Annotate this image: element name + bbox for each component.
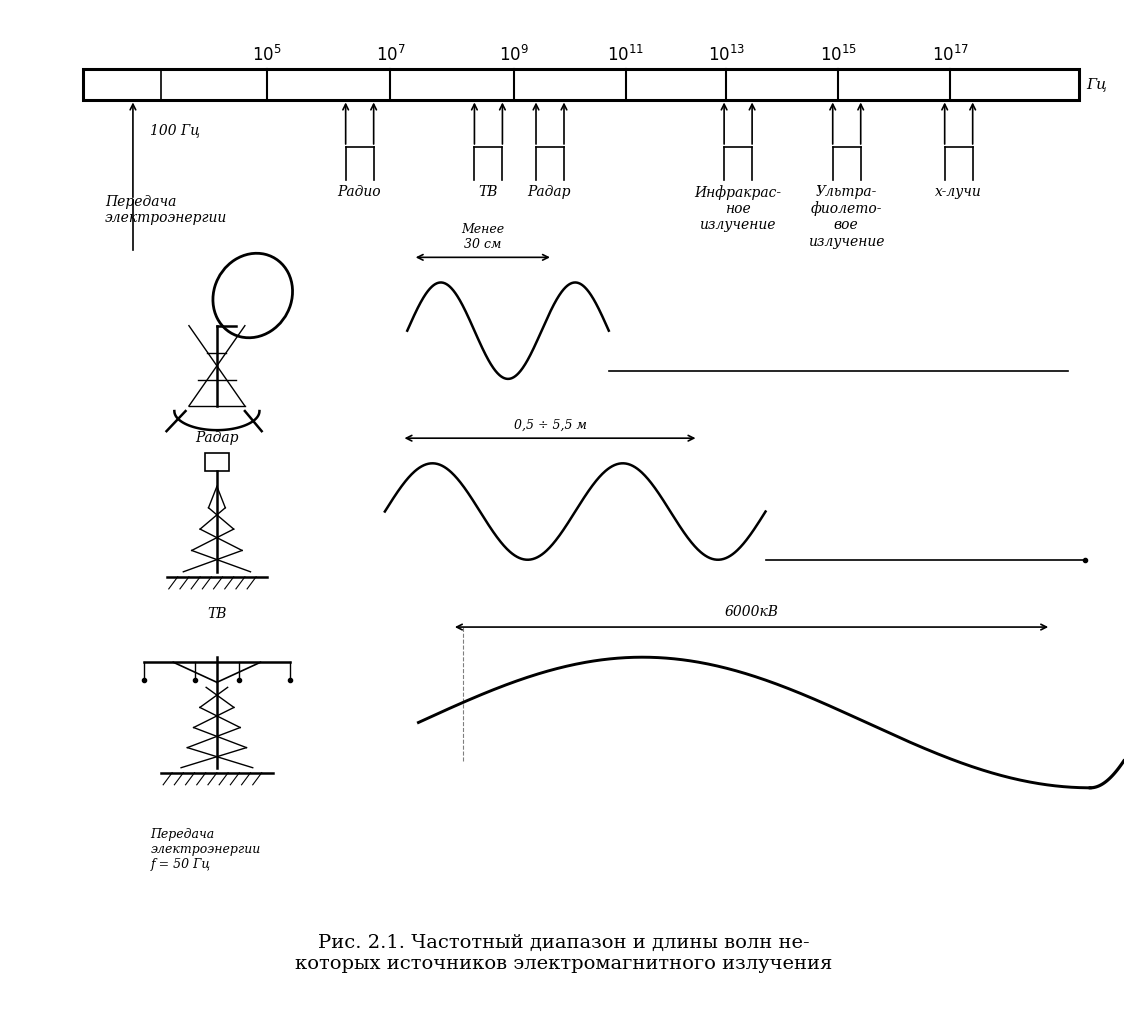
Text: Радар: Радар xyxy=(195,432,239,445)
Text: Гц: Гц xyxy=(1086,78,1107,91)
Text: Радио: Радио xyxy=(337,185,381,199)
Text: Ультра-
фиолето-
вое
излучение: Ультра- фиолето- вое излучение xyxy=(808,185,884,248)
Text: 6000кВ: 6000кВ xyxy=(724,605,778,619)
Text: $10^{15}$: $10^{15}$ xyxy=(820,46,857,66)
Text: $10^{5}$: $10^{5}$ xyxy=(253,46,282,66)
Text: $10^{13}$: $10^{13}$ xyxy=(707,46,744,66)
Bar xyxy=(204,453,229,471)
Text: $10^{7}$: $10^{7}$ xyxy=(376,46,405,66)
Text: 100 Гц: 100 Гц xyxy=(150,123,200,137)
Text: Рис. 2.1. Частотный диапазон и длины волн не-
которых источников электромагнитно: Рис. 2.1. Частотный диапазон и длины вол… xyxy=(296,934,832,972)
Text: Инфракрас-
ное
излучение: Инфракрас- ное излучение xyxy=(694,185,781,232)
Text: $10^{17}$: $10^{17}$ xyxy=(932,46,969,66)
Text: x-лучи: x-лучи xyxy=(935,185,981,199)
Text: ТВ: ТВ xyxy=(478,185,497,199)
Text: Менее
30 см: Менее 30 см xyxy=(461,223,504,251)
Text: $10^{11}$: $10^{11}$ xyxy=(607,46,644,66)
Text: 0,5 ÷ 5,5 м: 0,5 ÷ 5,5 м xyxy=(513,419,587,433)
Text: ТВ: ТВ xyxy=(208,607,227,621)
Text: Передача
электроэнергии
f = 50 Гц: Передача электроэнергии f = 50 Гц xyxy=(150,828,261,871)
Text: $10^{9}$: $10^{9}$ xyxy=(499,46,529,66)
Text: Передача
электроэнергии: Передача электроэнергии xyxy=(105,196,227,225)
Text: Радар: Радар xyxy=(528,185,571,199)
Bar xyxy=(82,70,1079,99)
